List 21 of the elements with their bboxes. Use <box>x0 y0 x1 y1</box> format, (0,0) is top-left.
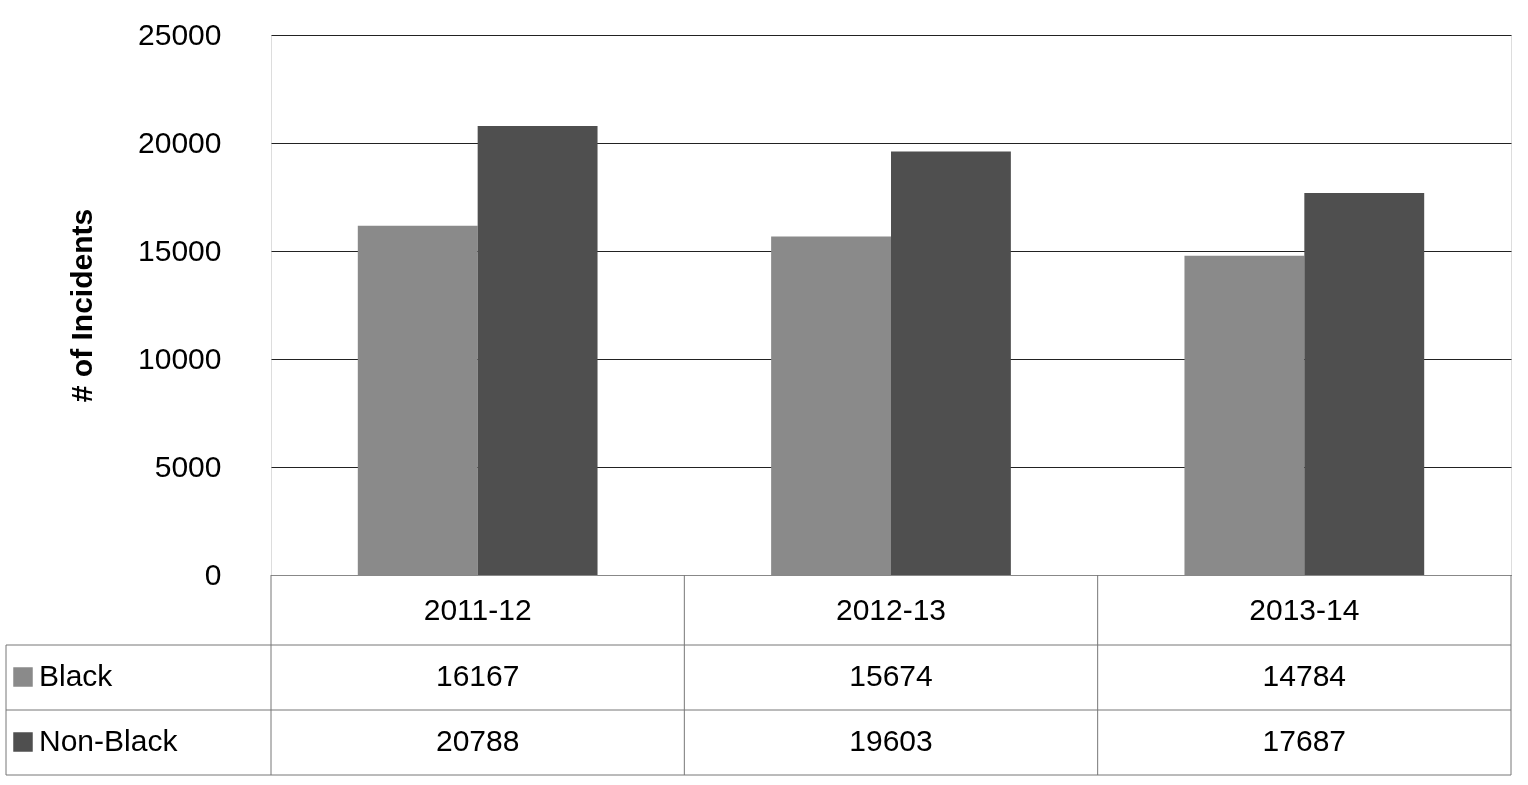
data-label: 14784 <box>1262 659 1347 692</box>
legend-label: Black <box>39 659 114 692</box>
y-tick-label: 20000 <box>138 125 222 159</box>
y-tick-label: 5000 <box>154 449 222 483</box>
data-label: 16167 <box>435 659 520 692</box>
legend-label: Non-Black <box>39 724 179 757</box>
data-label: 19603 <box>849 724 933 757</box>
y-tick-label: 25000 <box>138 17 222 51</box>
data-label: 15674 <box>849 659 933 692</box>
x-tick-label: 2012-13 <box>835 592 947 626</box>
x-tick-label: 2011-12 <box>423 592 532 626</box>
bar <box>477 125 598 575</box>
y-tick-label: 15000 <box>138 233 222 267</box>
data-label: 17687 <box>1262 724 1347 757</box>
y-axis-title: # of Incidents <box>65 208 99 403</box>
bar <box>891 151 1011 575</box>
x-tick-label: 2013-14 <box>1249 592 1360 626</box>
bar <box>1304 192 1425 575</box>
y-tick-label: 0 <box>204 557 222 591</box>
data-label: 20788 <box>435 724 520 757</box>
y-tick-label: 10000 <box>138 341 222 375</box>
